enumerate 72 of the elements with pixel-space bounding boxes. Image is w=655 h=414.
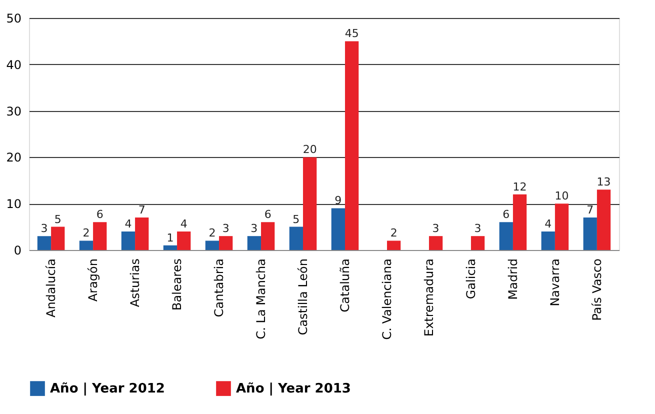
x-tick-label: Aragón xyxy=(86,258,100,302)
bar xyxy=(303,157,317,250)
data-label: 2 xyxy=(390,226,398,240)
data-label: 2 xyxy=(82,226,90,240)
data-label: 10 xyxy=(554,190,569,203)
bar xyxy=(596,190,611,250)
bar xyxy=(247,236,262,250)
x-tick-label: Castilla León xyxy=(296,258,310,336)
bar xyxy=(386,240,401,250)
data-label: 6 xyxy=(502,208,510,222)
x-tick-label: Baleares xyxy=(170,258,184,310)
x-tick-label: Galicia xyxy=(464,258,478,300)
y-tick-label: 30 xyxy=(6,104,22,118)
x-tick-label: Cantabria xyxy=(212,258,226,318)
data-label: 7 xyxy=(586,204,594,217)
y-tick-label: 10 xyxy=(6,197,22,212)
data-label: 9 xyxy=(334,194,342,208)
x-tick-label: Asturias xyxy=(128,258,142,308)
x-tick-label: Madrid xyxy=(506,258,520,300)
bar xyxy=(51,226,65,250)
bar xyxy=(93,222,107,250)
data-label: 7 xyxy=(138,204,146,217)
bar xyxy=(331,208,345,250)
bar xyxy=(135,218,149,250)
bar xyxy=(541,231,555,250)
data-label: 3 xyxy=(222,222,230,236)
data-label: 20 xyxy=(302,143,317,156)
data-label: 4 xyxy=(180,217,188,230)
bar xyxy=(121,231,136,250)
data-label: 6 xyxy=(96,208,104,222)
bar xyxy=(37,236,52,250)
data-label: 3 xyxy=(432,222,440,236)
bar xyxy=(219,236,233,250)
bar xyxy=(470,236,485,250)
bar xyxy=(428,236,443,250)
x-tick-label: Navarra xyxy=(548,258,562,306)
data-label: 5 xyxy=(54,212,62,226)
bar xyxy=(499,222,513,250)
bar xyxy=(512,194,527,250)
data-label: 3 xyxy=(40,222,48,236)
bar xyxy=(205,240,220,250)
bar xyxy=(583,218,597,250)
x-tick-label: Extremadura xyxy=(422,258,436,336)
y-tick-label: 0 xyxy=(14,244,22,258)
data-label: 13 xyxy=(596,176,611,189)
x-tick-label: País Vasco xyxy=(590,258,604,321)
data-label: 1 xyxy=(166,231,174,244)
data-label: 2 xyxy=(208,226,216,240)
bar xyxy=(289,226,304,250)
data-label: 12 xyxy=(512,180,527,194)
data-label: 6 xyxy=(264,208,272,222)
bar xyxy=(79,240,94,250)
x-tick-label: Cataluña xyxy=(338,258,352,312)
y-tick-label: 50 xyxy=(6,12,22,26)
data-label: 4 xyxy=(124,217,132,230)
data-label: 4 xyxy=(544,217,552,230)
bar xyxy=(554,204,569,250)
x-tick-label: C. La Mancha xyxy=(254,258,268,340)
bar xyxy=(163,245,178,250)
data-label: 3 xyxy=(474,222,482,236)
y-tick-label: 20 xyxy=(6,150,22,165)
x-tick-label: C. Valenciana xyxy=(380,258,394,340)
data-label: 5 xyxy=(292,212,300,226)
data-label: 3 xyxy=(250,222,258,236)
y-tick-label: 40 xyxy=(6,58,22,72)
bar xyxy=(177,231,191,250)
x-tick-label: Andalucía xyxy=(44,258,58,318)
data-label: 45 xyxy=(344,27,359,40)
legend-label: Año | Year 2012 xyxy=(50,382,165,397)
legend-label: Año | Year 2013 xyxy=(236,382,351,397)
bar xyxy=(344,41,359,250)
bar xyxy=(261,222,275,250)
